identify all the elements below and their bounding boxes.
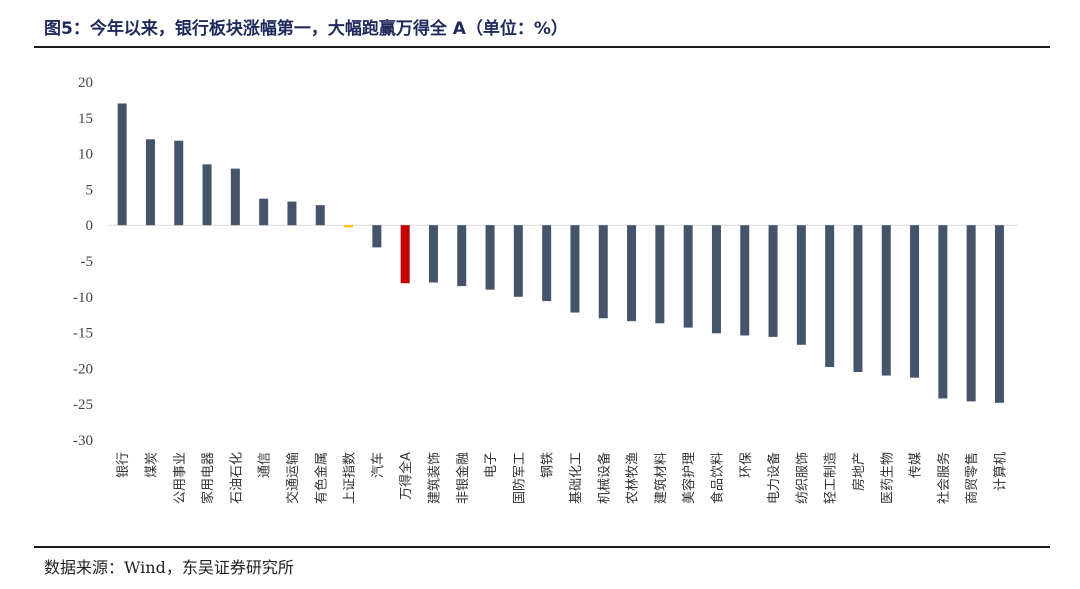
bar <box>881 225 891 376</box>
x-category-label: 非银金融 <box>455 452 471 504</box>
x-category-label: 电力设备 <box>766 452 782 504</box>
bar <box>683 225 693 328</box>
bar <box>287 201 297 226</box>
x-category-label: 传媒 <box>909 452 924 478</box>
bar <box>627 225 637 322</box>
bar <box>853 225 863 372</box>
bar <box>457 225 467 287</box>
x-category-label: 医药生物 <box>880 452 895 504</box>
y-tick-label: 15 <box>78 111 93 127</box>
y-tick-label: -30 <box>73 433 93 449</box>
bar <box>513 225 523 297</box>
x-category-label: 美容护理 <box>681 452 697 504</box>
x-category-label: 通信 <box>258 452 273 478</box>
y-tick-label: 20 <box>78 75 93 91</box>
bottom-rule <box>34 546 1050 548</box>
x-category-label: 家用电器 <box>200 452 216 504</box>
bar <box>966 225 976 402</box>
x-category-label: 上证指数 <box>343 452 358 504</box>
x-category-label: 纺织服饰 <box>795 452 810 504</box>
x-category-label: 轻工制造 <box>824 452 839 504</box>
y-tick-label: 10 <box>78 147 93 163</box>
bar <box>655 225 665 324</box>
y-tick-label: -10 <box>73 290 93 306</box>
bar <box>315 205 325 226</box>
bar <box>910 225 920 378</box>
x-category-label: 食品饮料 <box>709 452 725 504</box>
x-category-label: 电子 <box>484 452 499 478</box>
x-category-label: 房地产 <box>851 452 867 491</box>
bar <box>796 225 806 345</box>
chart-title: 图5：今年以来，银行板块涨幅第一，大幅跑赢万得全 A（单位：%） <box>44 19 568 39</box>
bar <box>174 140 184 226</box>
x-category-label: 环保 <box>739 452 754 478</box>
x-category-label: 建筑材料 <box>653 452 669 504</box>
x-category-label: 煤炭 <box>144 452 159 478</box>
bar <box>230 168 240 226</box>
x-category-label: 万得全A <box>398 452 414 500</box>
bar <box>542 225 552 302</box>
bar-series <box>117 103 1004 403</box>
bar <box>938 225 948 399</box>
x-category-label: 公用事业 <box>173 452 188 504</box>
x-category-label: 石油石化 <box>229 452 244 504</box>
x-category-label: 汽车 <box>370 452 386 478</box>
bar <box>202 164 212 226</box>
x-category-label: 国防军工 <box>511 452 527 504</box>
x-category-label: 建筑装饰 <box>426 452 442 504</box>
x-axis-labels: 银行 煤炭 公用事业 家用电器 石油石化 通信 交通运输 有色金属 上证指数 汽车 万得全A 建筑装饰… <box>116 452 1008 504</box>
x-category-label: 社会服务 <box>936 452 952 504</box>
source-note: 数据来源：Wind，东吴证券研究所 <box>44 558 294 577</box>
bar <box>372 225 382 248</box>
y-axis: 20 15 10 5 0 -5 -10 -15 -20 -25 -30 <box>73 75 93 449</box>
x-category-label: 基础化工 <box>569 452 584 504</box>
bar <box>259 198 269 226</box>
x-category-label: 有色金属 <box>313 452 329 504</box>
bar <box>485 225 495 290</box>
y-tick-label: -25 <box>73 397 93 413</box>
x-category-label: 商贸零售 <box>964 452 980 504</box>
bar <box>994 225 1004 403</box>
bar <box>570 225 580 313</box>
top-rule <box>34 46 1050 48</box>
bar <box>344 225 354 228</box>
bar <box>428 225 438 283</box>
y-tick-label: -20 <box>73 361 93 377</box>
x-category-label: 交通运输 <box>285 452 301 504</box>
bar <box>768 225 778 337</box>
bar <box>117 103 127 226</box>
y-tick-label: 0 <box>86 218 94 234</box>
x-category-label: 机械设备 <box>596 452 612 504</box>
y-tick-label: -15 <box>73 326 93 342</box>
bar <box>400 225 410 284</box>
x-category-label: 计算机 <box>993 452 1008 491</box>
x-category-label: 农林牧渔 <box>626 452 641 504</box>
x-category-label: 钢铁 <box>541 452 556 478</box>
x-category-label: 银行 <box>116 452 131 478</box>
y-tick-label: 5 <box>86 182 94 198</box>
bar <box>740 225 750 336</box>
bar <box>598 225 608 319</box>
bar <box>145 139 155 226</box>
y-tick-label: -5 <box>81 254 94 270</box>
bar <box>711 225 721 334</box>
bar <box>825 225 835 367</box>
